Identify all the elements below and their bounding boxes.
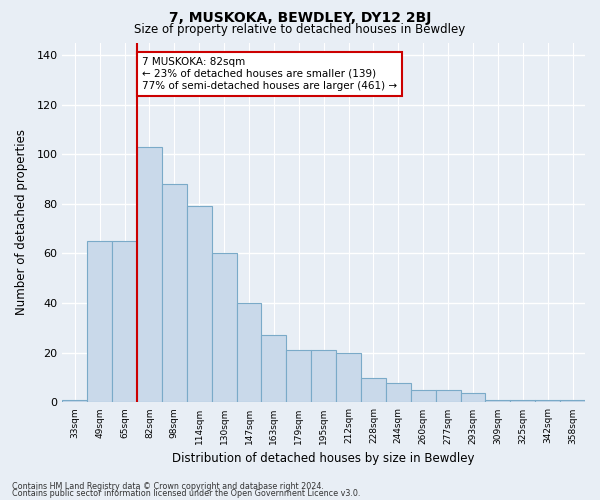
Bar xyxy=(511,400,535,402)
Text: 7 MUSKOKA: 82sqm
← 23% of detached houses are smaller (139)
77% of semi-detached: 7 MUSKOKA: 82sqm ← 23% of detached house… xyxy=(142,58,397,90)
Text: Contains public sector information licensed under the Open Government Licence v3: Contains public sector information licen… xyxy=(12,490,361,498)
Bar xyxy=(436,390,461,402)
Text: Contains HM Land Registry data © Crown copyright and database right 2024.: Contains HM Land Registry data © Crown c… xyxy=(12,482,324,491)
Bar xyxy=(62,400,87,402)
Bar xyxy=(485,400,511,402)
Bar xyxy=(336,353,361,403)
Bar xyxy=(137,147,162,403)
Bar xyxy=(535,400,560,402)
Bar xyxy=(87,241,112,402)
Text: Size of property relative to detached houses in Bewdley: Size of property relative to detached ho… xyxy=(134,22,466,36)
Bar xyxy=(162,184,187,402)
Text: 7, MUSKOKA, BEWDLEY, DY12 2BJ: 7, MUSKOKA, BEWDLEY, DY12 2BJ xyxy=(169,11,431,25)
Bar xyxy=(361,378,386,402)
Bar xyxy=(112,241,137,402)
Bar xyxy=(311,350,336,403)
Bar xyxy=(411,390,436,402)
Bar xyxy=(262,336,286,402)
Bar xyxy=(187,206,212,402)
Bar xyxy=(212,254,236,402)
Bar xyxy=(386,382,411,402)
Bar xyxy=(560,400,585,402)
Y-axis label: Number of detached properties: Number of detached properties xyxy=(15,130,28,316)
Bar xyxy=(286,350,311,403)
Bar xyxy=(236,303,262,402)
X-axis label: Distribution of detached houses by size in Bewdley: Distribution of detached houses by size … xyxy=(172,452,475,465)
Bar xyxy=(461,392,485,402)
